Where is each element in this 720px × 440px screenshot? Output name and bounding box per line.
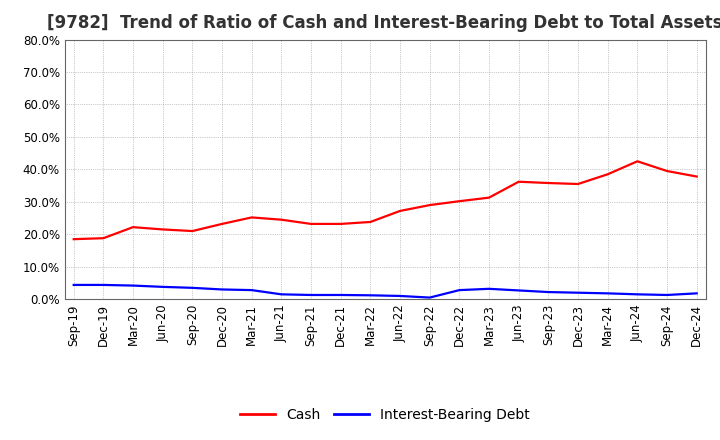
Interest-Bearing Debt: [336, 292, 345, 297]
Cash: [69, 237, 78, 242]
Interest-Bearing Debt: [455, 287, 464, 293]
Interest-Bearing Debt: [69, 282, 78, 288]
Cash: [633, 159, 642, 164]
Cash: [544, 180, 553, 186]
Interest-Bearing Debt: [396, 293, 405, 299]
Title: [9782]  Trend of Ratio of Cash and Interest-Bearing Debt to Total Assets: [9782] Trend of Ratio of Cash and Intere…: [48, 15, 720, 33]
Cash: [217, 221, 226, 227]
Interest-Bearing Debt: [544, 290, 553, 295]
Interest-Bearing Debt: [188, 285, 197, 290]
Interest-Bearing Debt: [158, 284, 167, 290]
Line: Cash: Cash: [73, 161, 697, 239]
Interest-Bearing Debt: [574, 290, 582, 295]
Cash: [662, 169, 671, 174]
Cash: [158, 227, 167, 232]
Cash: [188, 228, 197, 234]
Interest-Bearing Debt: [633, 292, 642, 297]
Interest-Bearing Debt: [248, 287, 256, 293]
Interest-Bearing Debt: [366, 293, 374, 298]
Cash: [307, 221, 315, 227]
Interest-Bearing Debt: [662, 292, 671, 297]
Interest-Bearing Debt: [277, 292, 286, 297]
Cash: [99, 235, 108, 241]
Interest-Bearing Debt: [485, 286, 493, 291]
Cash: [277, 217, 286, 222]
Interest-Bearing Debt: [217, 287, 226, 292]
Cash: [366, 219, 374, 224]
Interest-Bearing Debt: [99, 282, 108, 288]
Cash: [248, 215, 256, 220]
Interest-Bearing Debt: [603, 291, 612, 296]
Legend: Cash, Interest-Bearing Debt: Cash, Interest-Bearing Debt: [235, 402, 536, 427]
Interest-Bearing Debt: [693, 291, 701, 296]
Interest-Bearing Debt: [129, 283, 138, 288]
Cash: [574, 181, 582, 187]
Interest-Bearing Debt: [307, 292, 315, 297]
Cash: [426, 202, 434, 208]
Cash: [455, 198, 464, 204]
Cash: [129, 224, 138, 230]
Cash: [603, 172, 612, 177]
Cash: [693, 174, 701, 179]
Interest-Bearing Debt: [514, 288, 523, 293]
Cash: [514, 179, 523, 184]
Line: Interest-Bearing Debt: Interest-Bearing Debt: [73, 285, 697, 297]
Cash: [485, 195, 493, 200]
Interest-Bearing Debt: [426, 295, 434, 300]
Cash: [336, 221, 345, 227]
Cash: [396, 208, 405, 213]
